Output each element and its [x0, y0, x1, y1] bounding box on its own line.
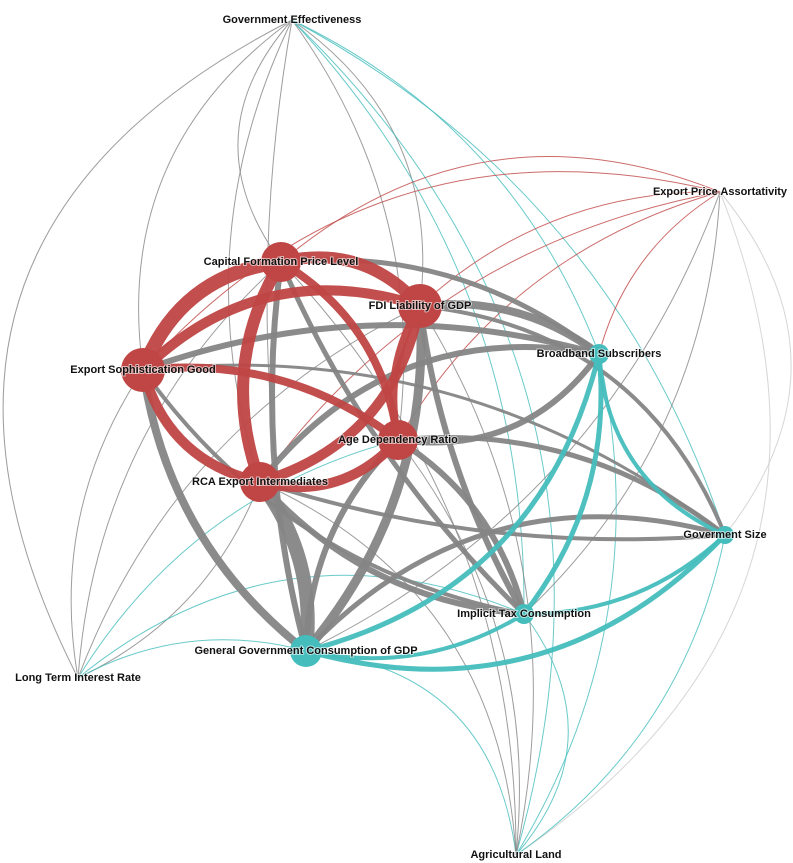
- node-label: Long Term Interest Rate: [15, 672, 141, 684]
- node-label: General Government Consumption of GDP: [194, 645, 417, 657]
- edge: [77, 639, 307, 679]
- edge: [397, 439, 520, 856]
- edge: [304, 612, 526, 661]
- node-label: Broadband Subscribers: [537, 348, 662, 360]
- node-label: Export Sophistication Good: [70, 364, 215, 376]
- edge: [597, 352, 727, 537]
- edge: [255, 301, 425, 487]
- edge: [269, 259, 309, 654]
- edge: [395, 351, 602, 446]
- edge: [291, 19, 424, 307]
- edge: [291, 19, 405, 441]
- node: [716, 526, 734, 544]
- edge: [417, 303, 527, 617]
- edge: [259, 191, 721, 483]
- node-label: Goverment Size: [683, 529, 766, 541]
- edge: [136, 255, 288, 377]
- node-label: Government Effectiveness: [223, 14, 362, 26]
- edge: [139, 366, 310, 655]
- edge: [523, 191, 721, 615]
- edge: [301, 301, 426, 656]
- node-label: Agricultural Land: [470, 849, 561, 861]
- edge: [77, 439, 399, 679]
- edge: [141, 368, 526, 616]
- node-label: FDI Liability of GDP: [369, 300, 472, 312]
- edge: [77, 305, 421, 679]
- edge: [303, 514, 728, 654]
- edge: [257, 344, 602, 485]
- edge: [291, 19, 726, 536]
- node-label: RCA Export Intermediates: [192, 476, 328, 488]
- node: [514, 604, 534, 624]
- labels: Government Effectiveness Export Price Ass…: [14, 13, 789, 862]
- edge: [77, 481, 261, 679]
- edge: [259, 481, 517, 856]
- edge: [305, 650, 517, 856]
- edge: [291, 19, 600, 355]
- node: [378, 420, 418, 460]
- node-label: Age Dependency Ratio: [338, 434, 458, 446]
- nodes: [121, 242, 734, 667]
- edge: [138, 19, 293, 371]
- edge: [291, 19, 555, 856]
- edge: [515, 613, 569, 856]
- node-label: Capital Formation Price Level: [204, 256, 359, 268]
- edge: [515, 534, 726, 856]
- node: [240, 462, 280, 502]
- node: [398, 284, 442, 328]
- edge: [142, 171, 721, 371]
- edge: [598, 191, 721, 355]
- edge: [395, 437, 527, 617]
- edge: [2, 19, 293, 679]
- edge: [280, 261, 517, 856]
- node-label: Implicit Tax Consumption: [457, 608, 591, 620]
- edge: [303, 532, 728, 672]
- edge: [303, 351, 602, 654]
- edge: [522, 533, 727, 617]
- edge: [419, 305, 534, 856]
- node: [290, 635, 322, 667]
- edge: [418, 304, 727, 537]
- node-label: Export Price Assortativity: [653, 186, 788, 198]
- edge: [237, 19, 293, 263]
- edge: [719, 191, 792, 536]
- edges: [2, 19, 792, 856]
- node: [589, 344, 609, 364]
- edge: [257, 479, 527, 617]
- node: [121, 348, 165, 392]
- edge: [515, 191, 771, 856]
- edge: [521, 351, 604, 617]
- edge: [515, 353, 617, 856]
- edge: [140, 322, 602, 373]
- edge: [138, 285, 425, 375]
- edge: [397, 191, 721, 441]
- node: [261, 242, 301, 282]
- edge: [70, 369, 144, 679]
